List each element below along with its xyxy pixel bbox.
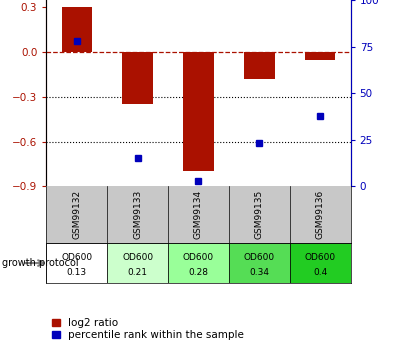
Bar	[229, 243, 290, 283]
Text: OD600: OD600	[244, 253, 275, 262]
Text: OD600: OD600	[122, 253, 153, 262]
Text: GSM99133: GSM99133	[133, 190, 142, 239]
Bar	[123, 52, 153, 104]
Bar	[244, 52, 274, 79]
Bar	[290, 243, 351, 283]
Text: 0.21: 0.21	[128, 268, 147, 277]
Text: 0.4: 0.4	[313, 268, 327, 277]
Text: 0.13: 0.13	[67, 268, 87, 277]
Bar	[168, 243, 229, 283]
Text: GSM99132: GSM99132	[72, 190, 81, 239]
Text: GSM99135: GSM99135	[255, 190, 264, 239]
Text: OD600: OD600	[183, 253, 214, 262]
Text: OD600: OD600	[305, 253, 336, 262]
Legend: log2 ratio, percentile rank within the sample: log2 ratio, percentile rank within the s…	[52, 318, 244, 340]
Text: GSM99136: GSM99136	[316, 190, 325, 239]
Text: growth protocol: growth protocol	[2, 258, 79, 268]
Text: 0.28: 0.28	[189, 268, 208, 277]
Text: GSM99134: GSM99134	[194, 190, 203, 239]
Bar	[62, 8, 92, 52]
Text: 0.34: 0.34	[249, 268, 269, 277]
Bar	[183, 52, 214, 171]
Bar	[107, 243, 168, 283]
Text: OD600: OD600	[61, 253, 92, 262]
Bar	[46, 243, 107, 283]
Bar	[305, 52, 335, 60]
